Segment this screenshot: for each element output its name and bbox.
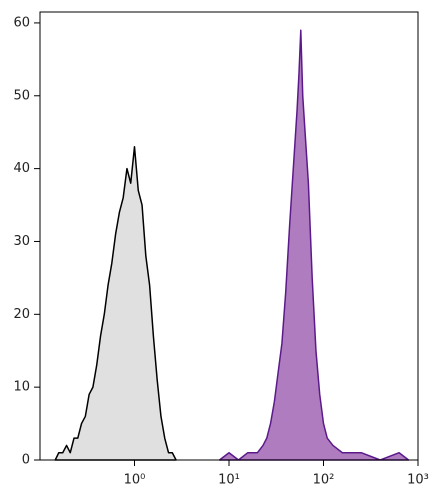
y-tick-label: 10 [13, 380, 30, 395]
y-tick-label: 30 [13, 234, 30, 249]
y-tick-label: 50 [13, 88, 30, 103]
histogram [218, 29, 410, 461]
x-tick-label: 10¹ [218, 473, 240, 488]
histogram [54, 146, 177, 461]
x-tick-label: 10³ [407, 473, 429, 488]
y-tick-label: 40 [13, 161, 30, 176]
y-tick-label: 0 [22, 453, 30, 468]
y-tick-label: 20 [13, 307, 30, 322]
y-tick-label: 60 [13, 15, 30, 30]
x-tick-label: 10⁰ [124, 473, 146, 488]
x-tick-label: 10² [313, 473, 335, 488]
